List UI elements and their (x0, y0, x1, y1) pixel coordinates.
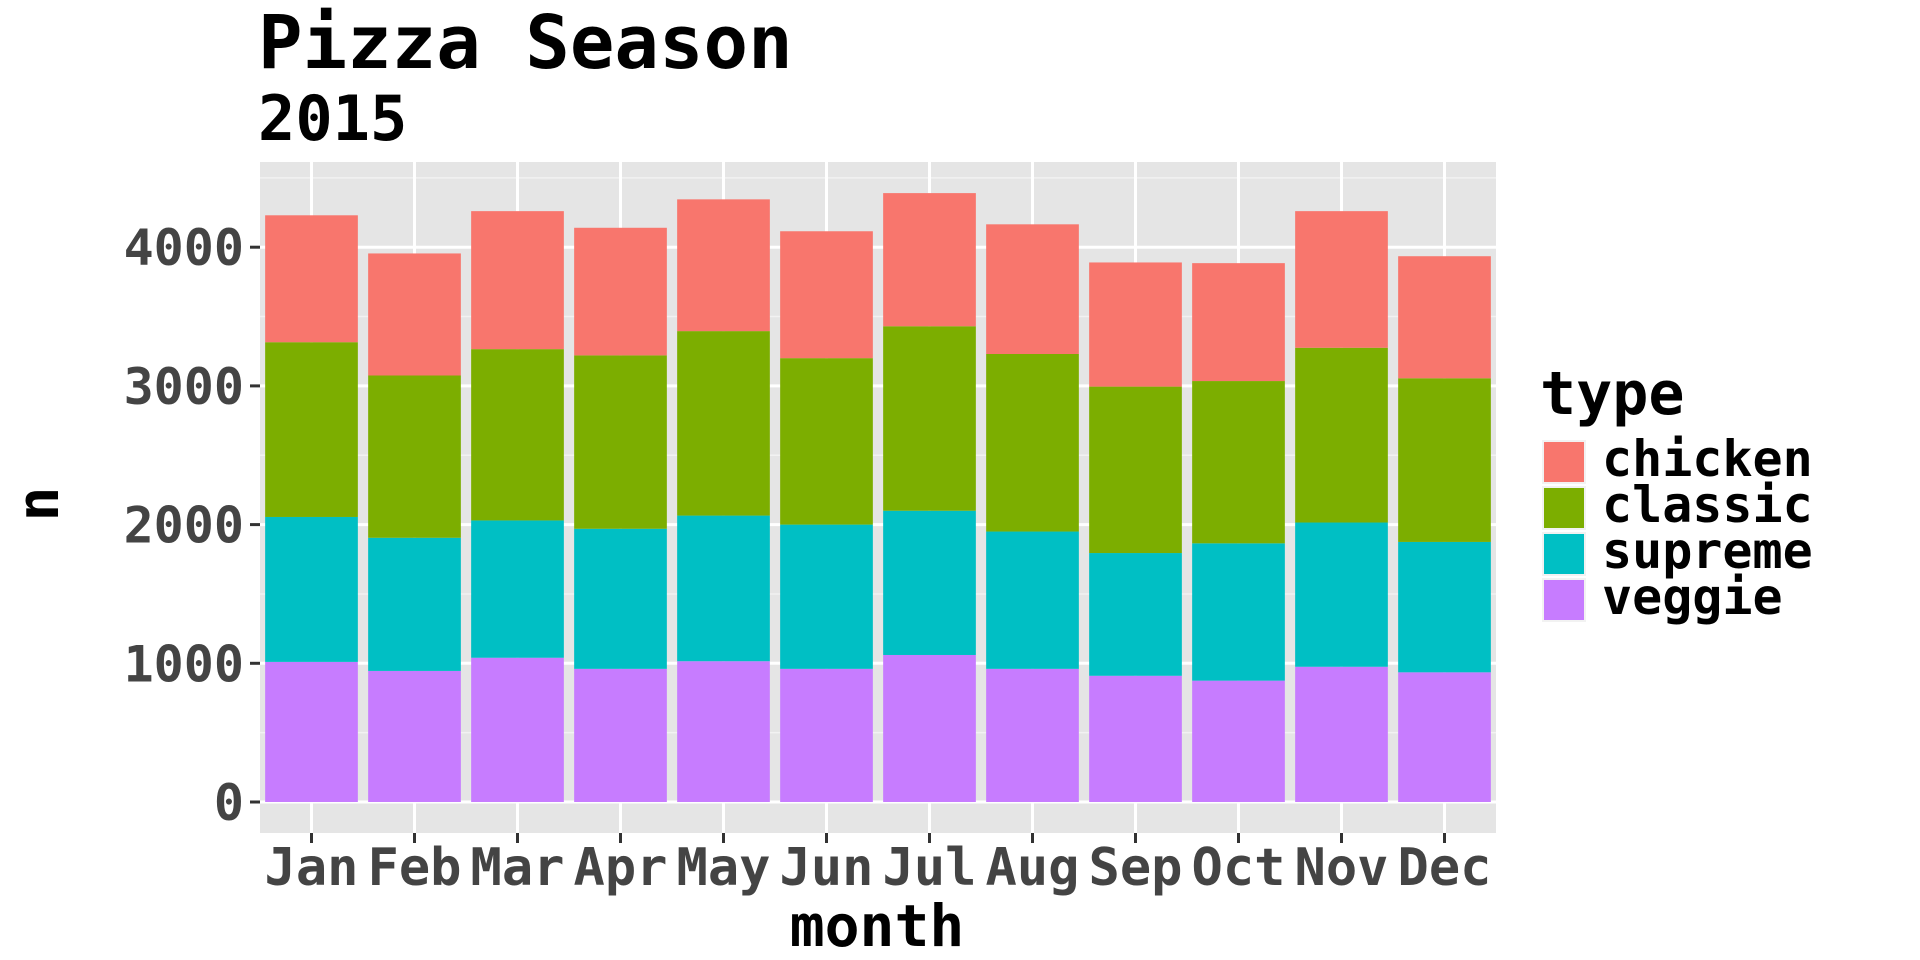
legend-title: type (1540, 359, 1685, 429)
y-tick-label: 2000 (124, 497, 244, 555)
bar-segment-classic-nov (1295, 347, 1388, 523)
x-tick-label-jun: Jun (780, 838, 874, 898)
x-tick-label-nov: Nov (1295, 838, 1389, 898)
bar-segment-classic-jun (780, 358, 873, 525)
x-tick-label-oct: Oct (1192, 838, 1286, 898)
bar-segment-chicken-aug (986, 224, 1079, 354)
plot-background (260, 162, 1496, 833)
bar-segment-supreme-dec (1398, 541, 1491, 673)
legend-label-supreme: supreme (1602, 522, 1813, 580)
bar-segment-supreme-mar (471, 520, 564, 658)
x-tick-label-feb: Feb (368, 838, 462, 898)
legend-swatch-veggie (1544, 580, 1584, 620)
legend-swatch-supreme (1544, 534, 1584, 574)
y-tick-label: 0 (214, 774, 244, 832)
bar-segment-veggie-dec (1398, 672, 1491, 802)
bar-segment-supreme-sep (1089, 553, 1182, 676)
bar-segment-veggie-feb (368, 670, 461, 802)
legend-swatch-classic (1544, 488, 1584, 528)
x-tick-label-dec: Dec (1398, 838, 1492, 898)
bar-segment-classic-may (677, 331, 770, 516)
bar-segment-veggie-mar (471, 657, 564, 802)
chart-title: Pizza Season (258, 0, 793, 86)
bar-segment-chicken-nov (1295, 211, 1388, 348)
bar-segment-supreme-jul (883, 510, 976, 655)
bar-segment-veggie-sep (1089, 675, 1182, 802)
bar-segment-veggie-jun (780, 668, 873, 802)
x-tick-label-mar: Mar (471, 838, 565, 898)
bar-segment-classic-aug (986, 353, 1079, 532)
bar-segment-chicken-may (677, 199, 770, 332)
x-tick-label-aug: Aug (986, 838, 1080, 898)
bar-segment-classic-dec (1398, 378, 1491, 542)
bar-segment-veggie-oct (1192, 680, 1285, 802)
x-tick-label-jan: Jan (265, 838, 359, 898)
legend-swatch-chicken (1544, 442, 1584, 482)
bar-segment-veggie-jul (883, 654, 976, 802)
bar-segment-classic-jul (883, 326, 976, 511)
x-tick-label-may: May (677, 838, 771, 898)
bar-segment-chicken-dec (1398, 256, 1491, 379)
bar-segment-classic-apr (574, 355, 667, 529)
bar-segment-veggie-nov (1295, 666, 1388, 802)
bar-segment-veggie-may (677, 661, 770, 802)
chart-subtitle: 2015 (258, 82, 407, 155)
bar-segment-supreme-feb (368, 537, 461, 671)
bar-segment-chicken-feb (368, 253, 461, 376)
bar-segment-chicken-jun (780, 231, 873, 359)
bar-segment-supreme-aug (986, 531, 1079, 669)
bar-segment-supreme-jun (780, 524, 873, 669)
bar-segment-classic-mar (471, 349, 564, 521)
bar-segment-chicken-jan (265, 215, 358, 343)
bar-segment-veggie-aug (986, 668, 1079, 802)
legend-label-veggie: veggie (1602, 568, 1783, 626)
y-tick-label: 4000 (124, 219, 244, 277)
bar-segment-supreme-apr (574, 528, 667, 669)
bar-segment-classic-feb (368, 375, 461, 538)
bar-segment-supreme-nov (1295, 522, 1388, 667)
y-tick-label: 3000 (124, 358, 244, 416)
bar-segment-chicken-apr (574, 227, 667, 356)
bar-segment-classic-sep (1089, 386, 1182, 554)
x-axis-title: month (790, 892, 965, 960)
x-tick-label-sep: Sep (1089, 838, 1183, 898)
legend-label-classic: classic (1602, 476, 1813, 534)
bar-segment-classic-oct (1192, 381, 1285, 544)
bar-segment-chicken-sep (1089, 262, 1182, 387)
legend-label-chicken: chicken (1602, 430, 1813, 488)
bar-segment-chicken-oct (1192, 263, 1285, 382)
x-tick-label-jul: Jul (883, 838, 977, 898)
plot-area: 0 1000 2000 3000 4000 Jan Feb Mar Apr May Jun Jul Au… (124, 162, 1496, 898)
bar-segment-chicken-jul (883, 193, 976, 327)
y-tick-label: 1000 (124, 635, 244, 693)
bar-segment-supreme-may (677, 515, 770, 662)
y-axis-title: n (4, 487, 72, 522)
bar-segment-veggie-apr (574, 668, 667, 802)
x-tick-label-apr: Apr (574, 838, 668, 898)
bar-segment-classic-jan (265, 342, 358, 517)
bar-segment-supreme-oct (1192, 543, 1285, 681)
bar-segment-veggie-jan (265, 661, 358, 802)
bar-segment-chicken-mar (471, 211, 564, 350)
bar-segment-supreme-jan (265, 516, 358, 662)
